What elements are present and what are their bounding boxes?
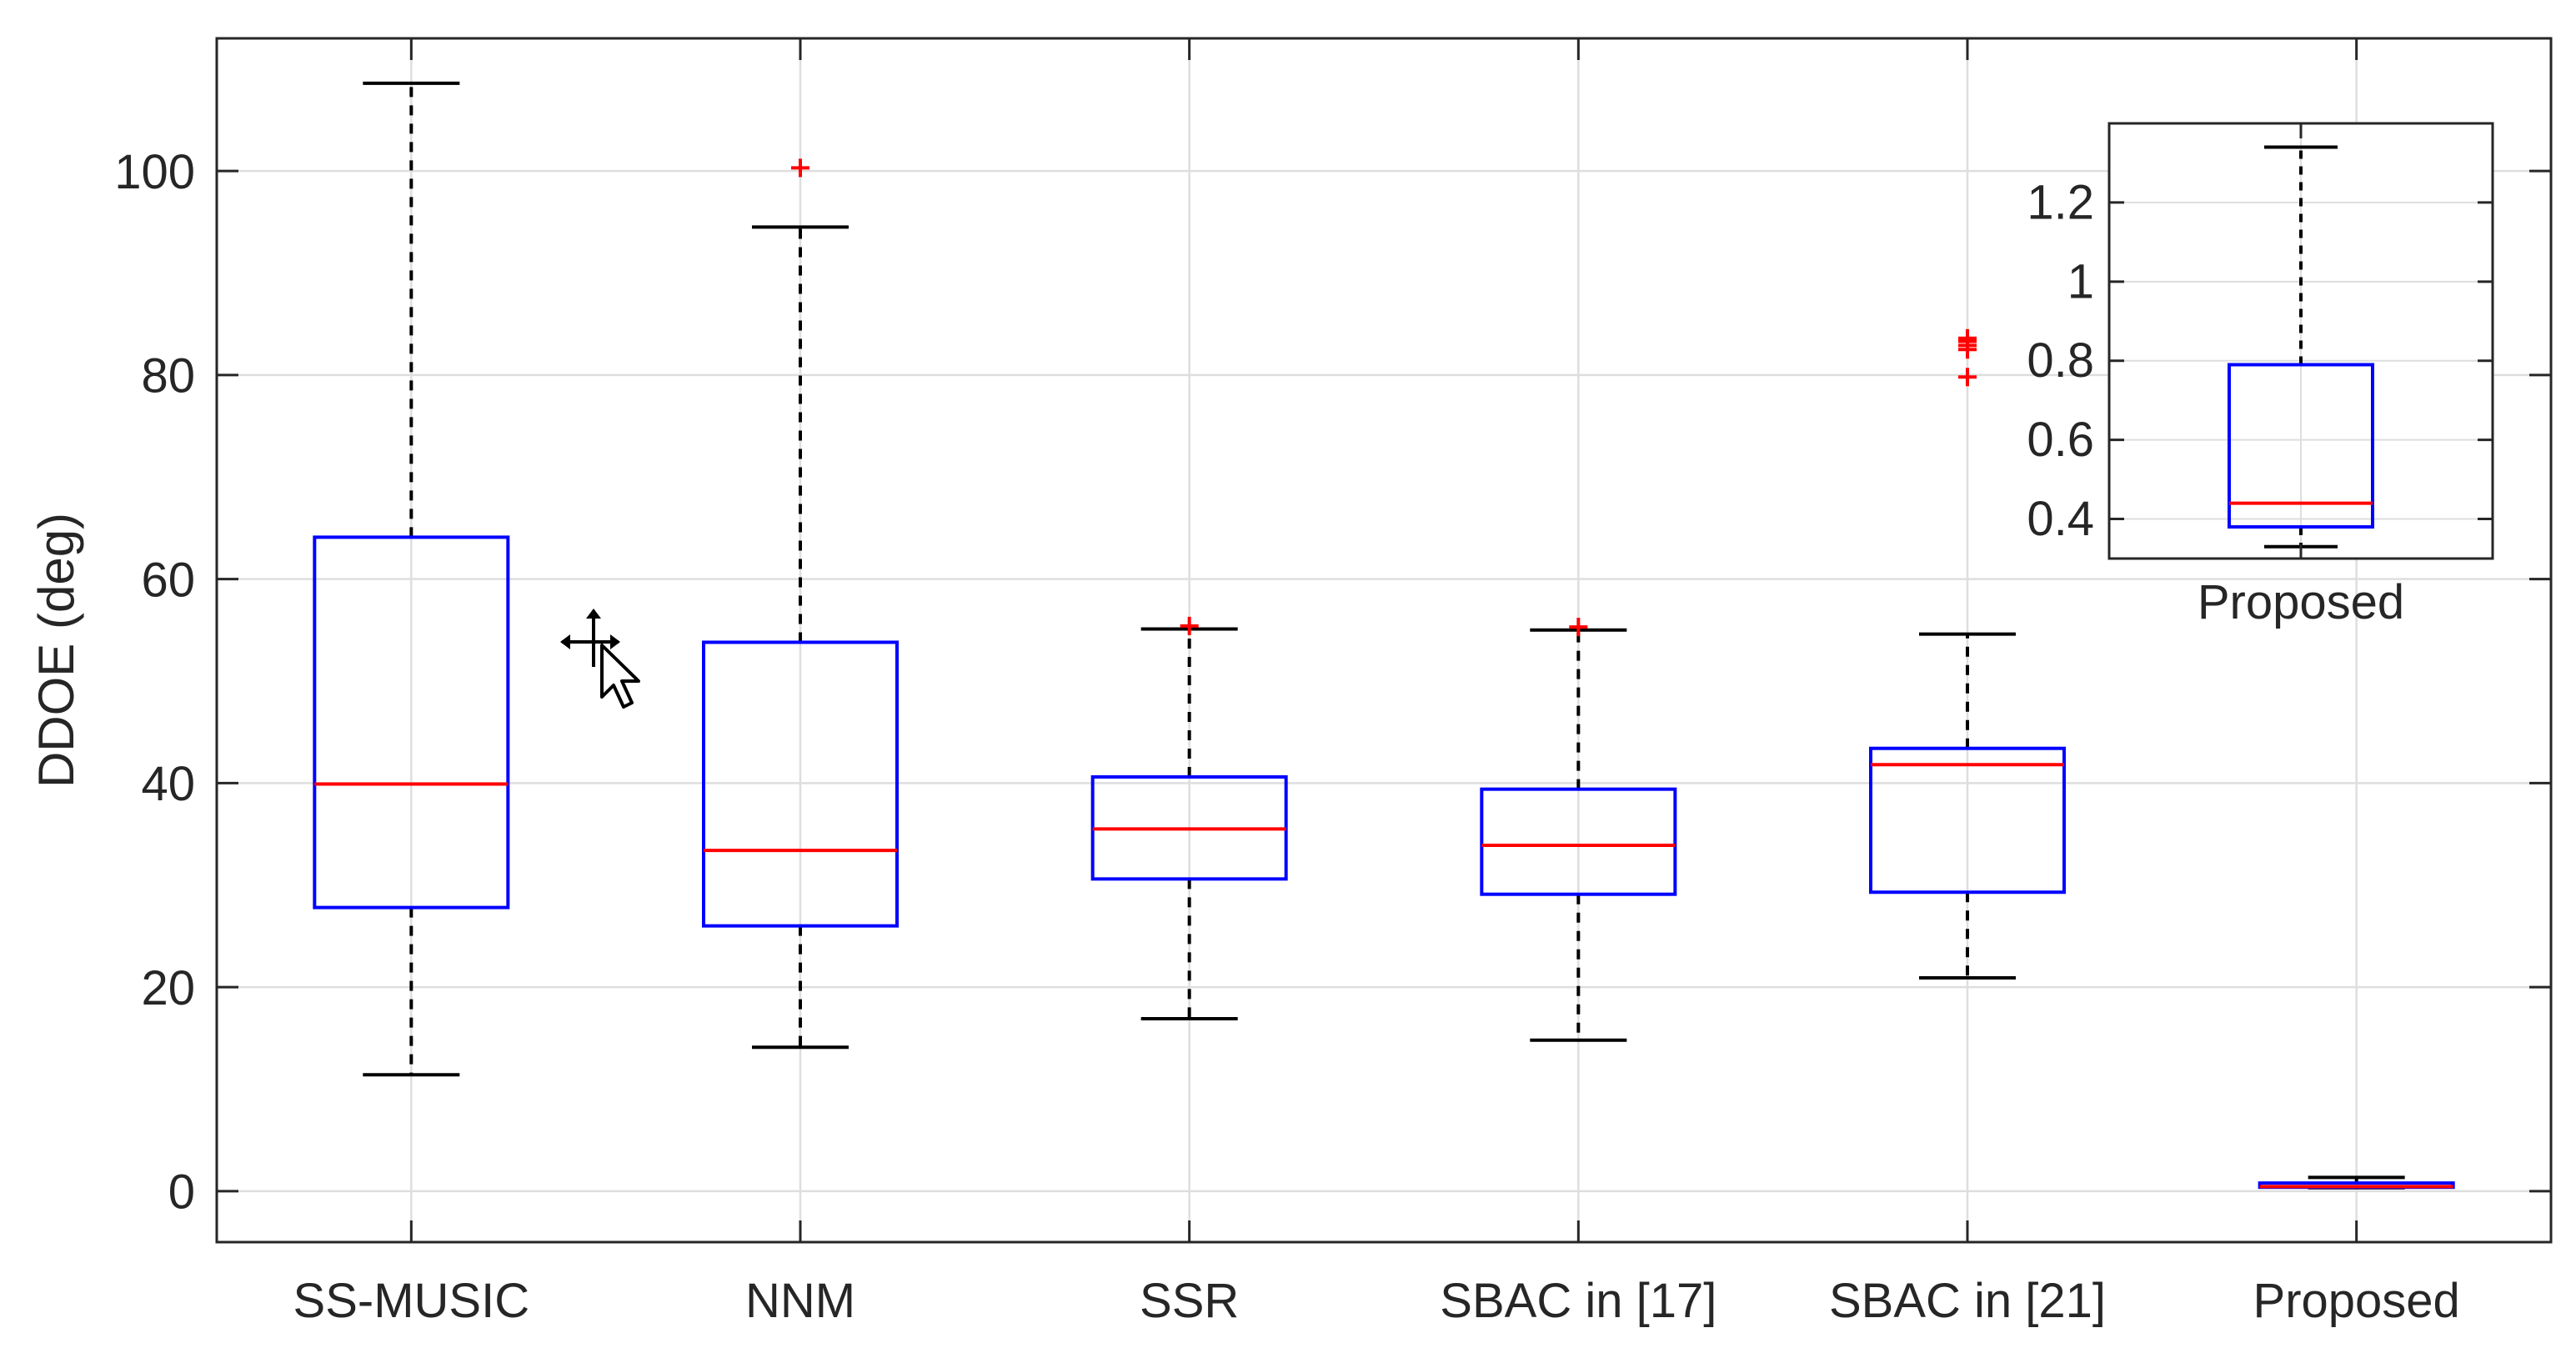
y-tick-label: 20 — [141, 961, 195, 1015]
axes-frame — [215, 37, 2553, 1244]
outlier-point — [791, 158, 809, 178]
iqr-box — [313, 535, 510, 910]
x-tick-label: SSR — [1140, 1274, 1239, 1328]
y-tick-label: 1 — [2067, 254, 2094, 308]
box-1 — [313, 81, 510, 1077]
inset-boxplot: 0.4 0.6 0.8 1 1.2 Proposed — [2027, 122, 2494, 629]
y-tick-label: 1.2 — [2027, 175, 2094, 229]
y-tick-label: 60 — [141, 553, 195, 607]
box-6 — [2258, 1175, 2455, 1190]
x-tick-label: SBAC in [17] — [1440, 1274, 1716, 1328]
box-4 — [1480, 618, 1677, 1042]
y-tick-label: 0.4 — [2027, 492, 2094, 546]
y-tick-label: 40 — [141, 757, 195, 811]
iqr-box — [1480, 787, 1677, 896]
move-cursor-icon — [560, 609, 640, 709]
x-tick-label: SS-MUSIC — [293, 1274, 530, 1328]
main-boxplot: DDOE (deg) 0 20 40 60 80 100 SS-MUSIC NNM SSR SBA… — [28, 37, 2553, 1328]
y-tick-label: 0 — [168, 1165, 195, 1220]
outlier-point — [1958, 328, 1977, 348]
iqr-box — [702, 640, 899, 928]
x-tick-label: NNM — [745, 1274, 855, 1328]
y-tick-label: 100 — [114, 145, 195, 199]
box-3 — [1090, 616, 1288, 1021]
x-tick-label: Proposed — [2198, 575, 2404, 629]
y-tick-label: 0.6 — [2027, 413, 2094, 467]
y-tick-label: 0.8 — [2027, 333, 2094, 388]
iqr-box — [1869, 746, 2066, 894]
outlier-point — [1180, 616, 1199, 635]
y-tick-label: 80 — [141, 349, 195, 403]
iqr-box — [2228, 363, 2374, 529]
outlier-point — [1958, 368, 1977, 387]
outlier-point — [1569, 618, 1588, 637]
box-1 — [2228, 145, 2374, 549]
y-axis-label: DDOE (deg) — [28, 513, 84, 788]
box-5 — [1869, 328, 2066, 980]
x-tick-label: Proposed — [2253, 1274, 2460, 1328]
x-tick-label: SBAC in [21] — [1829, 1274, 2106, 1328]
box-2 — [702, 158, 899, 1050]
